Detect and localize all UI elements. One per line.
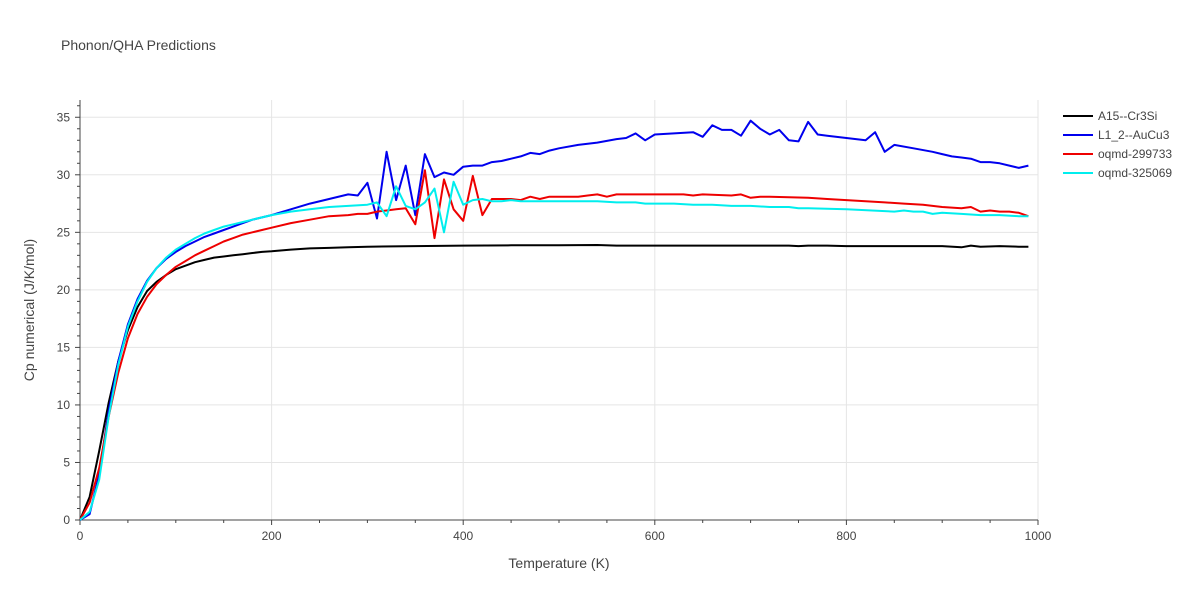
series-line-l1-2-aucu3 — [79, 119, 1029, 521]
y-tick-label: 5 — [63, 455, 70, 469]
grid — [80, 100, 1039, 520]
series-line-a15-cr3si — [79, 244, 1029, 521]
series-line-oqmd-299733 — [79, 169, 1029, 521]
y-tick-label: 35 — [57, 110, 71, 124]
legend-label: A15--Cr3Si — [1098, 109, 1157, 123]
y-tick-label: 30 — [57, 168, 71, 182]
y-tick-label: 20 — [57, 283, 71, 297]
y-tick-label: 25 — [57, 225, 71, 239]
series-line-oqmd-325069 — [79, 180, 1029, 521]
legend-item-l1-2-aucu3[interactable]: L1_2--AuCu3 — [1063, 128, 1170, 142]
plot-area — [79, 119, 1029, 521]
x-tick-label: 1000 — [1025, 529, 1052, 543]
y-tick-label: 15 — [57, 340, 71, 354]
legend-item-oqmd-325069[interactable]: oqmd-325069 — [1063, 166, 1172, 180]
x-tick-label: 400 — [453, 529, 473, 543]
x-tick-label: 800 — [836, 529, 856, 543]
y-axis-title: Cp numerical (J/K/mol) — [21, 239, 37, 381]
x-tick-label: 600 — [645, 529, 665, 543]
y-tick-label: 0 — [63, 513, 70, 527]
legend-item-a15-cr3si[interactable]: A15--Cr3Si — [1063, 109, 1157, 123]
chart-title: Phonon/QHA Predictions — [61, 37, 216, 53]
x-tick-label: 0 — [77, 529, 84, 543]
x-tick-label: 200 — [262, 529, 282, 543]
legend-item-oqmd-299733[interactable]: oqmd-299733 — [1063, 147, 1172, 161]
legend-label: oqmd-299733 — [1098, 147, 1172, 161]
legend[interactable]: A15--Cr3Si L1_2--AuCu3 oqmd-299733 oqmd-325… — [1063, 109, 1172, 180]
y-tick-label: 10 — [57, 398, 71, 412]
axes: 0 200 400 600 800 1000 0 5 10 15 20 25 30 35 — [57, 100, 1052, 543]
x-axis-title: Temperature (K) — [508, 555, 609, 571]
legend-label: oqmd-325069 — [1098, 166, 1172, 180]
legend-label: L1_2--AuCu3 — [1098, 128, 1170, 142]
